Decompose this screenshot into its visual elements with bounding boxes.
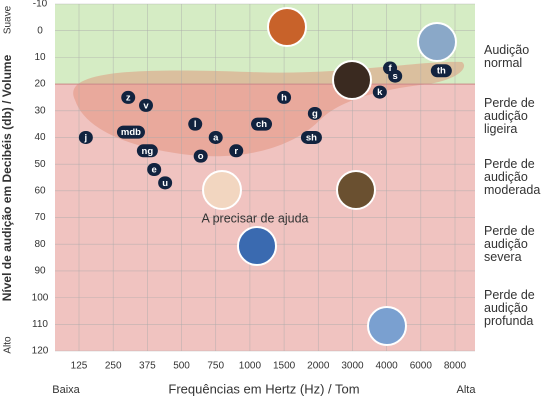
phoneme-marker bbox=[138, 98, 153, 112]
phoneme-label: r bbox=[234, 146, 238, 157]
icon bbox=[417, 22, 457, 62]
phoneme-marker bbox=[78, 130, 93, 144]
phoneme-label: o bbox=[198, 151, 204, 162]
phoneme-label: ch bbox=[256, 119, 267, 130]
x-right-label: Alta bbox=[457, 384, 477, 396]
icon bbox=[202, 170, 242, 210]
zone-label: Perde de audição profunda bbox=[484, 287, 535, 328]
phoneme-label: j bbox=[84, 132, 88, 143]
x-tick-label: 375 bbox=[139, 361, 156, 372]
y-tick-label: -10 bbox=[33, 0, 48, 10]
phoneme-label: g bbox=[312, 108, 318, 119]
phoneme-label: e bbox=[152, 165, 157, 176]
phoneme-label: l bbox=[194, 119, 197, 130]
y-tick-label: 0 bbox=[37, 25, 43, 36]
phoneme-marker bbox=[121, 90, 136, 104]
phoneme-label: a bbox=[213, 132, 219, 143]
phoneme-marker bbox=[158, 176, 173, 190]
phoneme-marker bbox=[251, 117, 273, 131]
x-tick-label: 1000 bbox=[239, 361, 262, 372]
y-tick-label: 100 bbox=[32, 292, 49, 303]
icon bbox=[336, 170, 376, 210]
y-tick-label: 80 bbox=[34, 239, 46, 250]
phoneme-marker bbox=[188, 117, 203, 131]
y-tick-label: 50 bbox=[34, 159, 46, 170]
phoneme-label: h bbox=[281, 92, 287, 103]
y-tick-label: 120 bbox=[32, 346, 49, 357]
x-axis-label: Frequências em Hertz (Hz) / Tom bbox=[168, 381, 359, 396]
y-tick-label: 90 bbox=[34, 266, 46, 277]
icon bbox=[332, 60, 372, 100]
x-tick-label: 250 bbox=[105, 361, 122, 372]
x-tick-label: 3000 bbox=[341, 361, 364, 372]
y-tick-label: 70 bbox=[34, 212, 46, 223]
zone-label: Audição normal bbox=[484, 43, 530, 71]
phoneme-marker bbox=[388, 69, 403, 83]
zone-label: Perde de audição ligeira bbox=[484, 95, 535, 136]
x-left-label: Baixa bbox=[52, 384, 80, 396]
phoneme-label: ng bbox=[142, 146, 154, 157]
phoneme-label: th bbox=[437, 66, 446, 77]
y-axis-label: Nível de audição em Decibéis (db) / Volu… bbox=[0, 54, 14, 301]
icon bbox=[237, 226, 277, 266]
phoneme-label: sh bbox=[306, 132, 317, 143]
phoneme-marker bbox=[300, 130, 322, 144]
x-tick-label: 2000 bbox=[307, 361, 330, 372]
phoneme-marker bbox=[147, 162, 162, 176]
x-tick-label: 500 bbox=[173, 361, 190, 372]
phoneme-marker bbox=[229, 144, 244, 158]
phoneme-marker bbox=[208, 130, 223, 144]
plot-area bbox=[55, 4, 475, 352]
phoneme-marker bbox=[136, 144, 158, 158]
y-tick-label: 60 bbox=[34, 185, 46, 196]
x-tick-label: 6000 bbox=[410, 361, 433, 372]
phoneme-label: f bbox=[388, 63, 392, 74]
x-tick-label: 750 bbox=[207, 361, 224, 372]
phoneme-marker bbox=[430, 64, 452, 78]
x-tick-label: 4000 bbox=[376, 361, 399, 372]
icon bbox=[267, 7, 307, 47]
y-tick-label: 110 bbox=[32, 319, 48, 330]
y-tick-label: 20 bbox=[34, 79, 46, 90]
y-tick-label: 30 bbox=[34, 105, 46, 116]
normal-zone bbox=[55, 4, 475, 85]
phoneme-label: v bbox=[143, 100, 149, 111]
x-tick-label: 8000 bbox=[444, 361, 467, 372]
y-top-label: Suave bbox=[3, 5, 14, 34]
phoneme-label: k bbox=[377, 87, 383, 98]
y-tick-label: 10 bbox=[34, 52, 46, 63]
phoneme-label: z bbox=[126, 92, 131, 103]
zone-label: Perde de audição severa bbox=[484, 223, 535, 264]
phoneme-marker bbox=[372, 85, 387, 99]
y-tick-label: 40 bbox=[34, 132, 46, 143]
phoneme-marker bbox=[193, 149, 208, 163]
y-bottom-label: Alto bbox=[3, 336, 14, 354]
phoneme-marker bbox=[277, 90, 292, 104]
phoneme-marker bbox=[307, 106, 322, 120]
phoneme-label: u bbox=[162, 178, 168, 189]
x-tick-label: 1500 bbox=[273, 361, 296, 372]
icon bbox=[367, 306, 407, 346]
phoneme-marker bbox=[116, 125, 145, 139]
annotation: A precisar de ajuda bbox=[201, 211, 308, 225]
phoneme-label: s bbox=[393, 71, 398, 82]
phoneme-label: mdb bbox=[121, 127, 141, 138]
zone-label: Perde de audição moderada bbox=[484, 157, 541, 197]
x-tick-label: 125 bbox=[71, 361, 88, 372]
